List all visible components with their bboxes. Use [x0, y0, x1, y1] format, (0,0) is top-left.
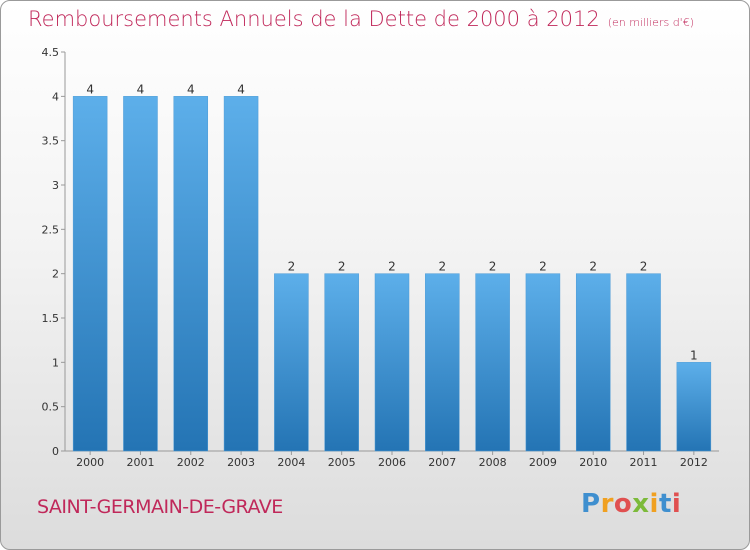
x-tick-label: 2007: [428, 456, 456, 469]
bar: [223, 96, 259, 452]
y-tick-label: 2: [52, 268, 59, 281]
x-tick-label: 2006: [378, 456, 406, 469]
bar-value-label: 2: [438, 260, 446, 274]
bar: [72, 96, 108, 452]
bar-value-label: 2: [539, 260, 547, 274]
x-tick-label: 2003: [227, 456, 255, 469]
bar: [676, 362, 712, 452]
bar: [274, 273, 309, 452]
commune-name: SAINT-GERMAIN-DE-GRAVE: [37, 496, 283, 518]
bar-value-label: 4: [237, 82, 245, 96]
bar: [123, 96, 158, 452]
y-tick-label: 3.5: [42, 135, 60, 148]
bar-layer: [72, 96, 712, 452]
chart-title: Remboursements Annuels de la Dette de 20…: [28, 7, 694, 31]
y-tick-label: 4.5: [42, 46, 60, 59]
bar: [425, 273, 460, 452]
y-tick-label: 2.5: [42, 223, 60, 236]
x-tick-label: 2002: [177, 456, 205, 469]
y-tick-label: 3: [52, 179, 59, 192]
bar-value-label: 2: [338, 260, 346, 274]
x-tick-label: 2012: [680, 456, 708, 469]
chart-title-text: Remboursements Annuels de la Dette de 20…: [28, 7, 600, 31]
x-tick-label: 2001: [126, 456, 154, 469]
x-tick-label: 2009: [529, 456, 557, 469]
bar-value-label: 4: [187, 82, 195, 96]
bar-value-label: 2: [589, 260, 597, 274]
bar: [525, 273, 561, 452]
bar-value-label: 4: [86, 82, 94, 96]
bar: [324, 273, 359, 452]
bar-value-label: 2: [288, 260, 296, 274]
y-tick-label: 0: [52, 445, 59, 458]
bar-value-label: 2: [388, 260, 396, 274]
bar: [374, 273, 410, 452]
x-tick-label: 2008: [479, 456, 507, 469]
bar: [626, 273, 661, 452]
y-tick-label: 1: [52, 356, 59, 369]
bar-value-label: 2: [489, 260, 497, 274]
chart-subtitle: (en milliers d'€): [607, 16, 694, 29]
y-tick-label: 1.5: [42, 312, 60, 325]
x-tick-label: 2004: [277, 456, 305, 469]
y-tick-label: 4: [52, 90, 59, 103]
bar-value-label: 2: [640, 260, 648, 274]
x-tick-label: 2000: [76, 456, 104, 469]
bar-value-label: 4: [137, 82, 145, 96]
x-tick-label: 2010: [579, 456, 607, 469]
bar-value-label: 1: [690, 348, 698, 362]
bar: [173, 96, 209, 452]
x-tick-label: 2011: [630, 456, 658, 469]
label-layer: 4 2000 4 2001 4 2002 4 2003 2 2004 2 2005 2 2006 2 2007…: [76, 82, 708, 469]
y-tick-label: 0.5: [42, 401, 60, 414]
x-tick-label: 2005: [328, 456, 356, 469]
bar: [475, 273, 510, 452]
proxiti-logo: Proxiti: [581, 489, 682, 519]
bar: [575, 273, 611, 452]
